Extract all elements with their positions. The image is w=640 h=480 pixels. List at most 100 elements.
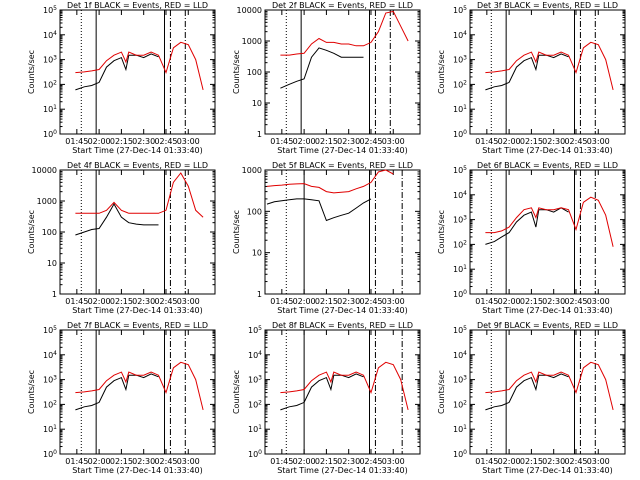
x-tick-label: 02:45: [564, 297, 587, 306]
x-tick-label: 02:15: [110, 457, 133, 466]
x-tick-label: 02:30: [337, 457, 360, 466]
y-axis-label: Counts/sec: [232, 210, 241, 254]
x-tick-label: 01:45: [270, 297, 293, 306]
y-tick-label: 104: [453, 350, 467, 360]
panel-title: Det 1f BLACK = Events, RED = LLD: [67, 1, 208, 10]
panel-title: Det 9f BLACK = Events, RED = LLD: [477, 321, 618, 330]
y-tick-label: 100: [248, 449, 262, 459]
y-axis-label: Counts/sec: [437, 50, 446, 94]
x-tick-label: 02:15: [315, 297, 338, 306]
y-tick-label: 10000: [237, 6, 262, 15]
x-tick-label: 02:45: [154, 297, 177, 306]
y-tick-label: 101: [453, 104, 467, 114]
y-tick-label: 104: [43, 350, 57, 360]
y-tick-label: 10: [47, 259, 57, 268]
y-tick-label: 103: [453, 215, 467, 225]
lld-series-line: [485, 41, 614, 91]
y-tick-label: 100: [453, 289, 467, 299]
x-tick-label: 03:00: [382, 457, 405, 466]
x-tick-label: 02:00: [498, 137, 521, 146]
panel-title: Det 2f BLACK = Events, RED = LLD: [272, 1, 413, 10]
events-series-line: [485, 207, 569, 245]
x-axis-label: Start Time (27-Dec-14 01:33:40): [277, 146, 408, 155]
x-tick-label: 03:00: [177, 137, 200, 146]
y-tick-label: 102: [43, 79, 57, 89]
y-tick-label: 105: [453, 165, 467, 175]
lld-series-line: [75, 361, 204, 411]
events-series-line: [75, 373, 159, 411]
x-tick-label: 01:45: [475, 297, 498, 306]
y-tick-label: 10: [252, 249, 262, 258]
y-tick-label: 102: [453, 399, 467, 409]
y-tick-label: 102: [248, 399, 262, 409]
events-series-line: [266, 198, 372, 222]
x-tick-label: 02:00: [88, 457, 111, 466]
x-tick-label: 02:00: [498, 297, 521, 306]
x-tick-label: 03:00: [587, 137, 610, 146]
x-tick-label: 02:00: [88, 297, 111, 306]
y-tick-label: 10: [252, 99, 262, 108]
y-tick-label: 105: [453, 325, 467, 335]
y-tick-label: 100: [247, 207, 262, 216]
x-tick-label: 02:30: [542, 457, 565, 466]
y-tick-label: 105: [43, 5, 57, 15]
lld-series-line: [485, 361, 614, 411]
x-tick-label: 01:45: [475, 457, 498, 466]
y-tick-label: 101: [43, 424, 57, 434]
y-tick-label: 100: [453, 449, 467, 459]
y-tick-label: 101: [248, 424, 262, 434]
detector-panel-4: Det 4f BLACK = Events, RED = LLD 1 10 100 10…: [27, 161, 216, 315]
x-tick-label: 02:15: [110, 137, 133, 146]
events-series-line: [280, 373, 364, 411]
plot-frame: [264, 9, 421, 135]
y-axis-label: Counts/sec: [232, 50, 241, 94]
plot-frame: [59, 329, 216, 455]
x-tick-label: 02:15: [315, 457, 338, 466]
y-tick-label: 103: [43, 55, 57, 65]
detector-panel-7: Det 7f BLACK = Events, RED = LLD 100 101 10…: [27, 321, 216, 475]
x-tick-label: 02:30: [132, 457, 155, 466]
x-tick-label: 03:00: [177, 297, 200, 306]
y-tick-label: 100: [42, 228, 57, 237]
events-series-line: [75, 202, 159, 236]
y-tick-label: 10000: [32, 166, 57, 175]
x-tick-label: 01:45: [270, 137, 293, 146]
y-axis-label: Counts/sec: [437, 210, 446, 254]
x-tick-label: 02:45: [564, 137, 587, 146]
x-tick-label: 02:30: [337, 297, 360, 306]
detector-panel-8: Det 8f BLACK = Events, RED = LLD 100 101 10…: [232, 321, 421, 475]
x-tick-label: 02:15: [110, 297, 133, 306]
detector-panel-3: Det 3f BLACK = Events, RED = LLD 100 101 10…: [437, 1, 626, 155]
x-tick-label: 02:30: [542, 137, 565, 146]
x-tick-label: 02:15: [315, 137, 338, 146]
x-axis-label: Start Time (27-Dec-14 01:33:40): [72, 466, 203, 475]
x-tick-label: 02:15: [520, 457, 543, 466]
x-tick-label: 03:00: [587, 297, 610, 306]
y-tick-label: 103: [43, 375, 57, 385]
x-tick-label: 01:45: [475, 137, 498, 146]
panel-title: Det 7f BLACK = Events, RED = LLD: [67, 321, 208, 330]
detector-panel-9: Det 9f BLACK = Events, RED = LLD 100 101 10…: [437, 321, 626, 475]
y-axis-label: Counts/sec: [437, 370, 446, 414]
x-tick-label: 02:45: [564, 457, 587, 466]
x-tick-label: 02:30: [132, 297, 155, 306]
y-tick-label: 101: [453, 424, 467, 434]
x-tick-label: 02:45: [154, 457, 177, 466]
y-tick-label: 100: [43, 449, 57, 459]
x-tick-label: 02:30: [542, 297, 565, 306]
plot-frame: [469, 9, 626, 135]
lld-series-line: [485, 196, 614, 247]
detector-panel-2: Det 2f BLACK = Events, RED = LLD 1 10 100 10…: [232, 1, 421, 155]
y-tick-label: 100: [453, 129, 467, 139]
y-tick-label: 1: [257, 130, 262, 139]
x-axis-label: Start Time (27-Dec-14 01:33:40): [277, 306, 408, 315]
x-tick-label: 02:00: [293, 457, 316, 466]
x-tick-label: 02:00: [498, 457, 521, 466]
x-tick-label: 02:00: [88, 137, 111, 146]
x-axis-label: Start Time (27-Dec-14 01:33:40): [482, 466, 613, 475]
x-tick-label: 01:45: [65, 297, 88, 306]
x-tick-label: 03:00: [382, 137, 405, 146]
plot-frame: [469, 329, 626, 455]
x-axis-label: Start Time (27-Dec-14 01:33:40): [277, 466, 408, 475]
panel-title: Det 8f BLACK = Events, RED = LLD: [272, 321, 413, 330]
